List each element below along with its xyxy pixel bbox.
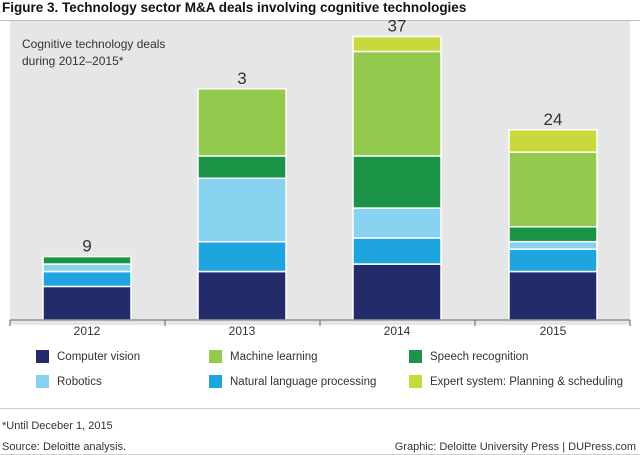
chart-title: Cognitive technology deals during 2012–2… [22,36,165,70]
legend-label: Robotics [57,375,102,388]
bar-segment [42,255,132,265]
bar-segment [352,237,442,265]
bar-segment [197,270,287,321]
legend-label: Expert system: Planning & scheduling [430,375,624,388]
bar-segment [197,88,287,157]
legend-swatch [36,350,49,363]
bar-total-label: 9 [82,237,91,256]
x-tick-label: 2014 [384,324,411,338]
legend-label: Natural language processing [230,375,377,388]
legend-item: Expert system: Planning & scheduling [409,375,623,388]
bar-total-label: 3 [237,69,246,88]
bars-layer [42,35,598,321]
source-note: Source: Deloitte analysis. [2,441,127,453]
bar-segment [352,35,442,53]
legend-item: Machine learning [209,350,318,363]
legend-item: Speech recognition [409,350,528,363]
total-labels-layer: 9 3 37 24 [82,17,562,256]
x-tick-label: 2012 [74,324,101,338]
legend-item: Natural language processing [209,375,376,388]
legend-label: Speech recognition [430,350,529,363]
legend-item: Computer vision [36,350,140,363]
legend-swatch [409,350,422,363]
legend-label: Computer vision [57,350,141,363]
bar-segment [42,285,132,321]
figure-title: Figure 3. Technology sector M&A deals in… [2,0,467,15]
legend-swatch [36,375,49,388]
x-tick-label: 2015 [540,324,567,338]
chart-title-line-2: during 2012–2015* [22,54,124,68]
footnote: *Until Deceber 1, 2015 [2,420,113,432]
bar-segment [352,155,442,209]
bar-segment [352,207,442,239]
bar-segment [197,240,287,273]
footer-divider [0,408,640,409]
legend-swatch [209,350,222,363]
bar-total-label: 24 [544,110,563,129]
legend-item: Robotics [36,375,102,388]
legend-label: Machine learning [230,350,318,363]
bar-segment [508,129,598,153]
x-axis: 2012 2013 2014 2015 [9,319,631,338]
legend-swatch [209,375,222,388]
chart-title-line-1: Cognitive technology deals [22,37,166,51]
bar-total-label: 37 [388,17,407,36]
bar-segment [197,177,287,243]
legend-swatch [409,375,422,388]
bar-segment [352,50,442,157]
graphic-credit: Graphic: Deloitte University Press | DUP… [394,441,636,453]
bar-segment [352,263,442,321]
bar-segment [508,151,598,228]
title-divider [0,20,640,21]
x-tick-label: 2013 [229,324,256,338]
